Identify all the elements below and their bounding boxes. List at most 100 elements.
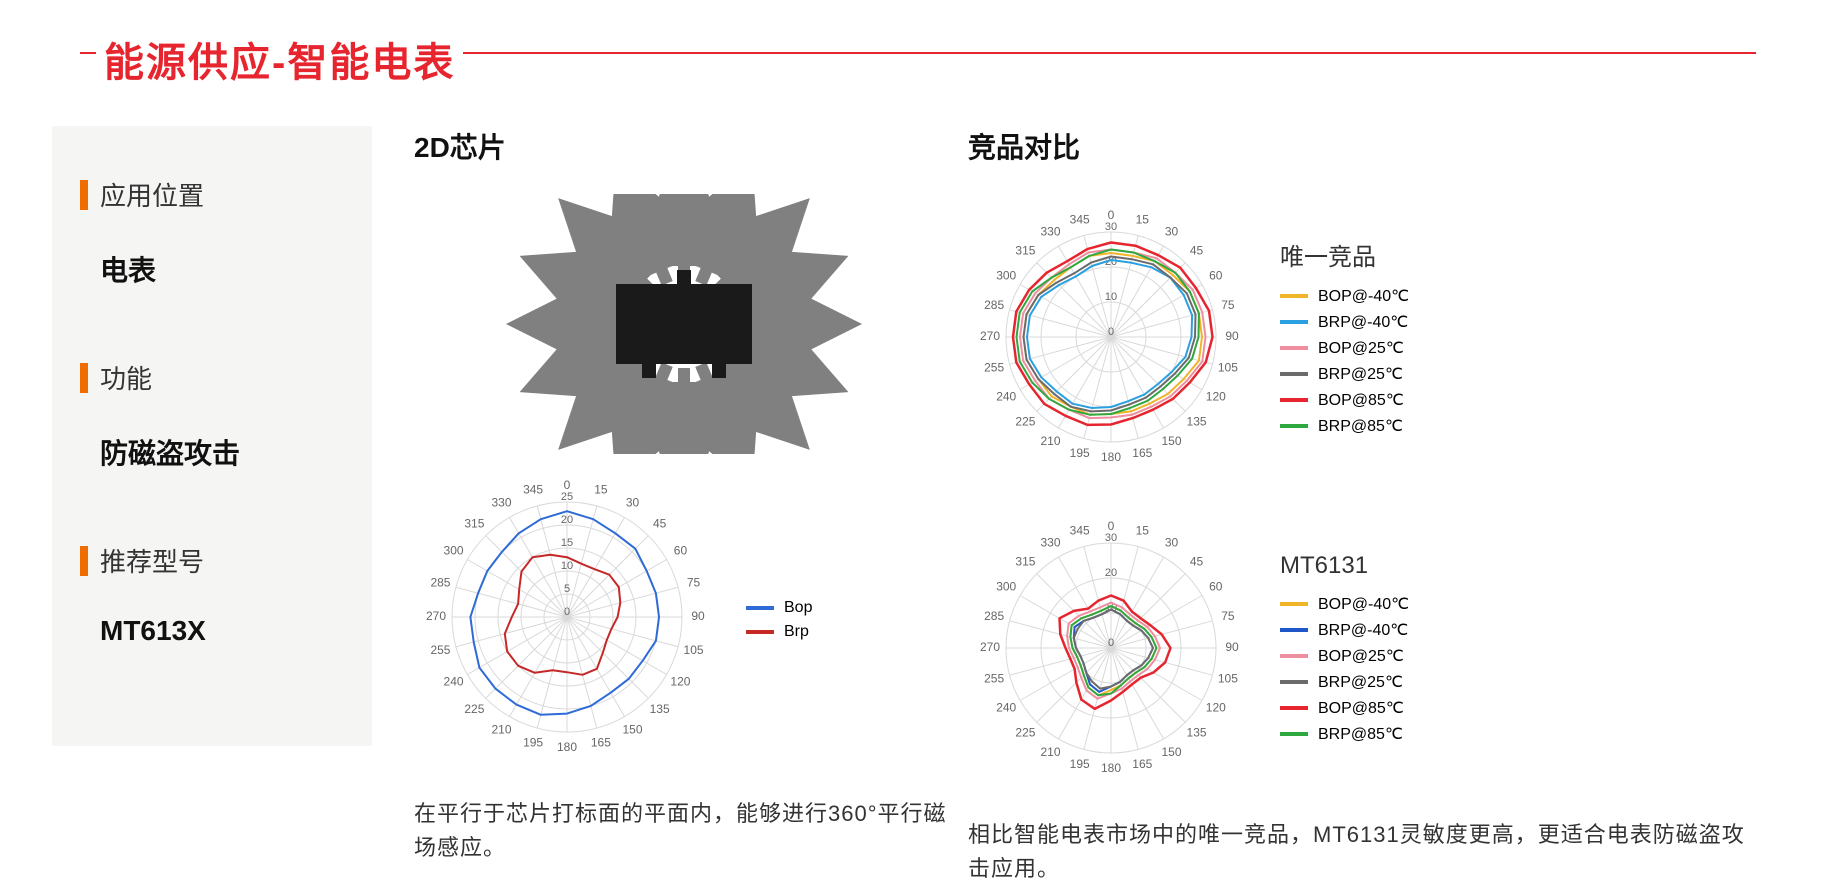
legend-item: BRP@-40℃ — [1280, 620, 1409, 640]
svg-text:300: 300 — [996, 269, 1016, 283]
svg-text:315: 315 — [1015, 244, 1035, 258]
sidebar-label-text: 功能 — [100, 359, 152, 396]
svg-text:90: 90 — [1225, 640, 1239, 654]
svg-text:255: 255 — [430, 643, 450, 657]
svg-text:30: 30 — [1105, 221, 1117, 233]
svg-text:210: 210 — [1040, 745, 1060, 759]
svg-text:15: 15 — [1136, 212, 1150, 226]
svg-text:30: 30 — [1105, 532, 1117, 544]
svg-text:285: 285 — [984, 609, 1004, 623]
column-title: 竞品对比 — [968, 126, 1758, 166]
legend-swatch-icon — [1280, 680, 1308, 684]
legend-label: BRP@25℃ — [1318, 364, 1403, 384]
column-2d-chip: 2D芯片 01530456075901051201351501651801952… — [414, 126, 954, 865]
svg-text:150: 150 — [622, 723, 642, 737]
legend-swatch-icon — [746, 630, 774, 634]
legend-label: BRP@25℃ — [1318, 672, 1403, 692]
sidebar-value: MT613X — [100, 615, 344, 647]
caption: 在平行于芯片打标面的平面内，能够进行360°平行磁场感应。 — [414, 797, 954, 865]
svg-text:270: 270 — [980, 329, 1000, 343]
svg-text:255: 255 — [984, 360, 1004, 374]
radar-competitor: 0153045607590105120135150165180195210225… — [968, 194, 1758, 485]
legend: Bop Brp — [746, 593, 812, 647]
column-comparison: 竞品对比 01530456075901051201351501651801952… — [968, 126, 1758, 886]
svg-text:15: 15 — [594, 483, 608, 497]
legend-label: Bop — [784, 599, 812, 617]
svg-text:150: 150 — [1161, 434, 1181, 448]
svg-text:105: 105 — [684, 643, 704, 657]
svg-text:105: 105 — [1218, 671, 1238, 685]
legend-swatch-icon — [1280, 602, 1308, 606]
legend-item: BOP@85℃ — [1280, 390, 1409, 410]
legend: MT6131 BOP@-40℃ BRP@-40℃ BOP@25℃ BRP@25℃ BOP@… — [1280, 552, 1409, 750]
svg-text:10: 10 — [1105, 291, 1117, 303]
svg-text:120: 120 — [1206, 701, 1226, 715]
svg-text:330: 330 — [491, 496, 511, 510]
accent-bar-icon — [80, 363, 88, 393]
accent-bar-icon — [80, 180, 88, 210]
legend-swatch-icon — [1280, 346, 1308, 350]
svg-text:75: 75 — [1221, 609, 1235, 623]
svg-text:5: 5 — [564, 583, 570, 595]
svg-text:150: 150 — [1161, 745, 1181, 759]
radar-bop-brp: 0153045607590105120135150165180195210225… — [414, 464, 954, 775]
svg-text:30: 30 — [1165, 224, 1179, 238]
svg-text:165: 165 — [1132, 757, 1152, 771]
svg-text:75: 75 — [1221, 298, 1235, 312]
legend-item: Bop — [746, 599, 812, 617]
svg-text:240: 240 — [444, 675, 464, 689]
svg-text:10: 10 — [561, 560, 573, 572]
svg-text:0: 0 — [564, 606, 570, 618]
svg-text:240: 240 — [996, 390, 1016, 404]
legend-label: BOP@-40℃ — [1318, 594, 1409, 614]
svg-text:270: 270 — [980, 640, 1000, 654]
svg-text:120: 120 — [670, 675, 690, 689]
svg-text:300: 300 — [996, 580, 1016, 594]
legend-label: BOP@-40℃ — [1318, 286, 1409, 306]
svg-text:300: 300 — [444, 544, 464, 558]
svg-text:105: 105 — [1218, 360, 1238, 374]
svg-text:345: 345 — [1070, 212, 1090, 226]
legend-item: BOP@25℃ — [1280, 646, 1409, 666]
legend-title: 唯一竞品 — [1280, 237, 1409, 272]
legend-swatch-icon — [1280, 320, 1308, 324]
svg-text:180: 180 — [1101, 450, 1121, 464]
svg-text:135: 135 — [1187, 726, 1207, 740]
legend-swatch-icon — [1280, 398, 1308, 402]
legend-swatch-icon — [1280, 294, 1308, 298]
legend-item: BRP@85℃ — [1280, 724, 1409, 744]
svg-text:165: 165 — [1132, 446, 1152, 460]
legend-title: MT6131 — [1280, 552, 1409, 580]
svg-text:195: 195 — [1070, 757, 1090, 771]
svg-text:0: 0 — [1108, 326, 1114, 338]
legend-item: BOP@85℃ — [1280, 698, 1409, 718]
legend-item: BRP@85℃ — [1280, 416, 1409, 436]
svg-text:240: 240 — [996, 701, 1016, 715]
sidebar-label: 功能 — [80, 359, 344, 396]
sidebar-label-text: 应用位置 — [100, 176, 204, 213]
svg-text:225: 225 — [1015, 415, 1035, 429]
legend-swatch-icon — [1280, 732, 1308, 736]
svg-text:45: 45 — [1190, 244, 1204, 258]
svg-text:225: 225 — [1015, 726, 1035, 740]
legend-swatch-icon — [1280, 654, 1308, 658]
legend-label: BRP@-40℃ — [1318, 312, 1408, 332]
legend-label: Brp — [784, 623, 809, 641]
svg-text:60: 60 — [674, 544, 688, 558]
svg-text:90: 90 — [1225, 329, 1239, 343]
svg-text:255: 255 — [984, 671, 1004, 685]
svg-text:225: 225 — [464, 702, 484, 716]
svg-text:120: 120 — [1206, 390, 1226, 404]
svg-text:0: 0 — [1108, 637, 1114, 649]
sidebar-value: 电表 — [100, 249, 344, 289]
legend: 唯一竞品 BOP@-40℃ BRP@-40℃ BOP@25℃ BRP@25℃ BOP@85… — [1280, 237, 1409, 442]
svg-text:210: 210 — [491, 723, 511, 737]
legend-item: Brp — [746, 623, 812, 641]
svg-text:30: 30 — [1165, 535, 1179, 549]
svg-text:210: 210 — [1040, 434, 1060, 448]
svg-text:180: 180 — [1101, 761, 1121, 775]
svg-text:345: 345 — [1070, 523, 1090, 537]
legend-item: BOP@25℃ — [1280, 338, 1409, 358]
legend-label: BOP@25℃ — [1318, 338, 1404, 358]
legend-item: BOP@-40℃ — [1280, 594, 1409, 614]
